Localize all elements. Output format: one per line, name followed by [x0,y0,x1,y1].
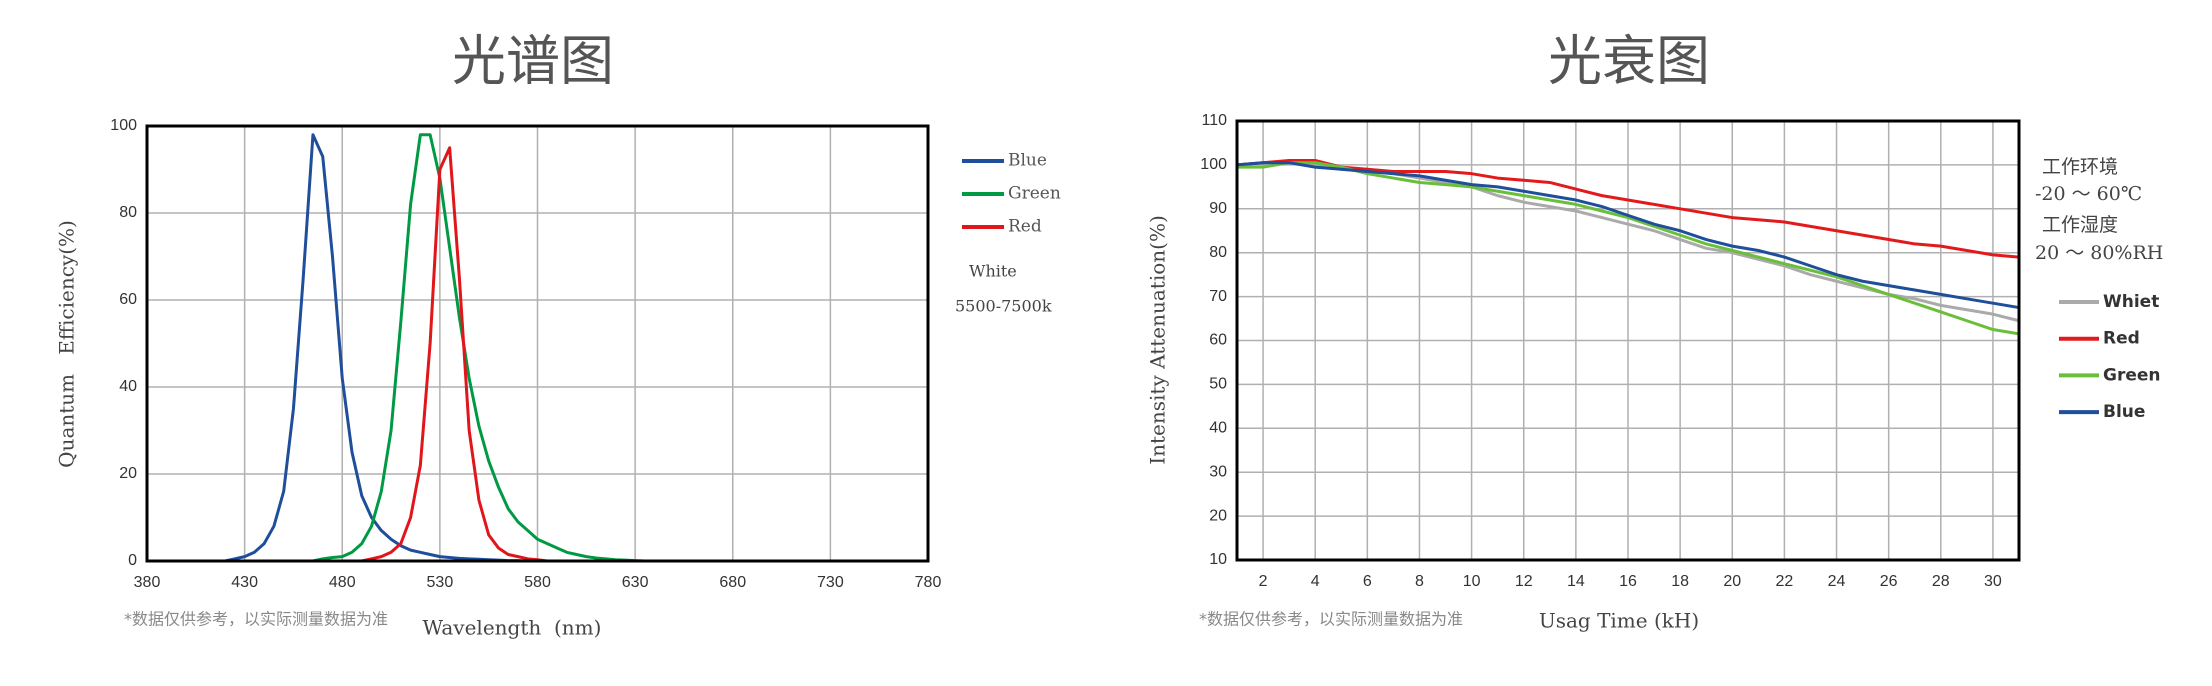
x-tick-label: 10 [1463,573,1481,590]
legend-label: Blue [2103,402,2145,422]
series-line [147,133,792,563]
plot-frame [145,124,930,563]
annotation: 工作环境 [2042,156,2118,178]
x-tick-label: 12 [1515,573,1533,590]
annotation: 20 ～ 80%RH [2035,242,2163,264]
x-tick-label: 28 [1932,573,1950,590]
x-tick-label: 26 [1880,573,1898,590]
annotation: 5500-7500k [955,297,1052,316]
legend-label: Whiet [2103,292,2159,312]
chart-title: 光谱图 [452,30,614,93]
x-tick-label: 18 [1671,573,1689,590]
legend-label: Red [1008,217,1042,237]
x-tick-label: 20 [1723,573,1741,590]
x-tick-label: 14 [1567,573,1585,590]
x-tick-label: 8 [1415,573,1424,590]
series-line [147,133,792,563]
annotation: White [969,262,1017,281]
x-tick-label: 380 [134,574,161,591]
y-tick-label: 100 [1200,156,1227,173]
x-tick-label: 30 [1984,573,2002,590]
x-tick-label: 780 [915,574,942,591]
x-tick-label: 530 [427,574,454,591]
legend-label: Green [1008,184,1061,204]
y-axis-label: Quantum Efficiency(%) [55,220,79,468]
chart-title: 光衰图 [1548,30,1710,93]
x-tick-label: 2 [1259,573,1268,590]
y-tick-label: 40 [119,378,137,395]
x-tick-label: 680 [719,574,746,591]
x-tick-label: 730 [817,574,844,591]
plot-frame [1235,119,2021,562]
x-axis-label: Wavelength (nm) [423,616,602,640]
y-tick-label: 50 [1209,376,1227,393]
series-line [147,146,792,563]
y-tick-label: 80 [119,204,137,221]
legend-label: Green [2103,365,2161,385]
y-tick-label: 20 [1209,507,1227,524]
y-tick-label: 60 [119,291,137,308]
footnote: *数据仅供参考，以实际测量数据为准 [124,610,388,629]
x-tick-label: 6 [1363,573,1372,590]
x-tick-label: 4 [1311,573,1320,590]
x-tick-label: 22 [1776,573,1794,590]
y-tick-label: 110 [1201,112,1227,129]
x-tick-label: 430 [231,574,258,591]
y-tick-label: 30 [1209,463,1227,480]
x-tick-label: 24 [1828,573,1846,590]
series-line [1236,161,2020,310]
annotation: -20 ～ 60℃ [2035,183,2142,205]
y-tick-label: 60 [1209,332,1227,349]
y-tick-label: 40 [1209,420,1227,437]
y-tick-label: 80 [1209,244,1227,261]
x-tick-label: 580 [524,574,551,591]
y-tick-label: 90 [1209,200,1227,217]
footnote: *数据仅供参考，以实际测量数据为准 [1199,610,1463,629]
series-line [1236,159,2020,259]
y-tick-label: 100 [110,117,137,134]
legend-label: Red [2103,329,2140,349]
x-tick-label: 630 [622,574,649,591]
y-tick-label: 20 [119,465,137,482]
x-axis-label: Usag Time (kH) [1539,609,1699,633]
annotation: 工作湿度 [2042,214,2118,236]
x-tick-label: 480 [329,574,356,591]
legend-label: Blue [1008,151,1047,171]
y-tick-label: 10 [1209,551,1227,568]
series-line [1237,161,2020,336]
y-axis-label: Intensity Attenuation(%) [1146,215,1170,465]
y-tick-label: 0 [128,552,137,569]
y-tick-label: 70 [1209,288,1227,305]
x-tick-label: 16 [1619,573,1637,590]
